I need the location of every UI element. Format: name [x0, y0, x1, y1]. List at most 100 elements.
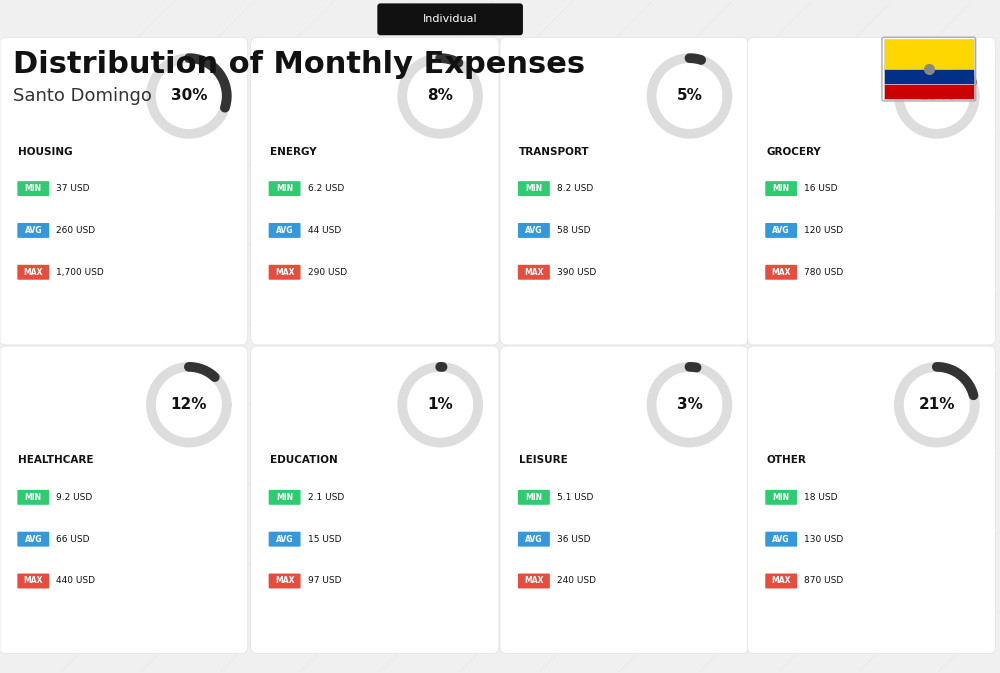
Circle shape — [909, 69, 964, 123]
FancyBboxPatch shape — [17, 490, 49, 505]
FancyBboxPatch shape — [17, 532, 49, 546]
Circle shape — [909, 378, 964, 432]
FancyBboxPatch shape — [765, 532, 797, 546]
FancyBboxPatch shape — [518, 532, 550, 546]
Text: 21%: 21% — [919, 397, 955, 413]
FancyBboxPatch shape — [518, 573, 550, 588]
FancyBboxPatch shape — [518, 490, 550, 505]
Text: Individual: Individual — [423, 14, 477, 24]
FancyBboxPatch shape — [269, 264, 301, 280]
Text: 3%: 3% — [677, 397, 702, 413]
Text: AVG: AVG — [772, 226, 790, 235]
FancyBboxPatch shape — [17, 223, 49, 238]
Text: MIN: MIN — [525, 493, 542, 502]
Text: 12%: 12% — [171, 397, 207, 413]
Text: 30%: 30% — [171, 88, 207, 104]
FancyBboxPatch shape — [269, 223, 301, 238]
FancyBboxPatch shape — [269, 573, 301, 588]
Text: 15 USD: 15 USD — [308, 534, 341, 544]
FancyBboxPatch shape — [518, 223, 550, 238]
Text: MAX: MAX — [275, 268, 294, 277]
Text: 18 USD: 18 USD — [804, 493, 838, 502]
Text: AVG: AVG — [772, 534, 790, 544]
Text: 58 USD: 58 USD — [557, 226, 590, 235]
Text: MIN: MIN — [276, 184, 293, 193]
FancyBboxPatch shape — [251, 37, 499, 345]
Text: MIN: MIN — [25, 493, 42, 502]
Text: 8.2 USD: 8.2 USD — [557, 184, 593, 193]
Text: 9.2 USD: 9.2 USD — [56, 493, 92, 502]
Text: 5.1 USD: 5.1 USD — [557, 493, 593, 502]
Text: MAX: MAX — [524, 268, 544, 277]
Text: OTHER: OTHER — [766, 456, 806, 466]
FancyBboxPatch shape — [500, 346, 748, 653]
FancyBboxPatch shape — [884, 84, 974, 99]
Text: 5%: 5% — [677, 88, 702, 104]
FancyBboxPatch shape — [765, 223, 797, 238]
FancyBboxPatch shape — [269, 490, 301, 505]
Text: MAX: MAX — [24, 268, 43, 277]
FancyBboxPatch shape — [269, 532, 301, 546]
FancyBboxPatch shape — [0, 37, 248, 345]
FancyBboxPatch shape — [377, 3, 523, 35]
Text: 6.2 USD: 6.2 USD — [308, 184, 344, 193]
FancyBboxPatch shape — [765, 573, 797, 588]
Text: MIN: MIN — [25, 184, 42, 193]
Text: 870 USD: 870 USD — [804, 577, 843, 586]
Text: 44 USD: 44 USD — [308, 226, 341, 235]
FancyBboxPatch shape — [747, 346, 996, 653]
Circle shape — [162, 69, 216, 123]
Text: 130 USD: 130 USD — [804, 534, 843, 544]
Text: 260 USD: 260 USD — [56, 226, 95, 235]
FancyBboxPatch shape — [500, 37, 748, 345]
Text: AVG: AVG — [276, 534, 293, 544]
FancyBboxPatch shape — [17, 573, 49, 588]
FancyBboxPatch shape — [884, 69, 974, 84]
FancyBboxPatch shape — [765, 490, 797, 505]
Circle shape — [162, 378, 216, 432]
Text: HOUSING: HOUSING — [18, 147, 73, 157]
Text: AVG: AVG — [525, 534, 543, 544]
Text: LEISURE: LEISURE — [519, 456, 568, 466]
FancyBboxPatch shape — [884, 39, 974, 69]
Text: AVG: AVG — [276, 226, 293, 235]
Text: MAX: MAX — [771, 577, 791, 586]
Text: 290 USD: 290 USD — [308, 268, 347, 277]
Text: 780 USD: 780 USD — [804, 268, 843, 277]
Text: 8%: 8% — [427, 88, 453, 104]
Text: Santo Domingo: Santo Domingo — [13, 87, 152, 105]
Text: MAX: MAX — [771, 268, 791, 277]
Circle shape — [413, 378, 467, 432]
Text: 120 USD: 120 USD — [804, 226, 843, 235]
Text: EDUCATION: EDUCATION — [270, 456, 337, 466]
Text: 1,700 USD: 1,700 USD — [56, 268, 104, 277]
Text: 19%: 19% — [919, 88, 955, 104]
Text: 16 USD: 16 USD — [804, 184, 838, 193]
Text: MAX: MAX — [275, 577, 294, 586]
FancyBboxPatch shape — [518, 264, 550, 280]
FancyBboxPatch shape — [0, 346, 248, 653]
Text: 240 USD: 240 USD — [557, 577, 596, 586]
Text: AVG: AVG — [25, 226, 42, 235]
Text: 66 USD: 66 USD — [56, 534, 90, 544]
Text: MIN: MIN — [773, 493, 790, 502]
Text: GROCERY: GROCERY — [766, 147, 821, 157]
Text: 390 USD: 390 USD — [557, 268, 596, 277]
Text: ENERGY: ENERGY — [270, 147, 316, 157]
Text: 2.1 USD: 2.1 USD — [308, 493, 344, 502]
Text: Distribution of Monthly Expenses: Distribution of Monthly Expenses — [13, 50, 585, 79]
Text: MAX: MAX — [524, 577, 544, 586]
FancyBboxPatch shape — [17, 181, 49, 196]
Text: AVG: AVG — [25, 534, 42, 544]
Text: MAX: MAX — [24, 577, 43, 586]
Text: 1%: 1% — [427, 397, 453, 413]
FancyBboxPatch shape — [747, 37, 996, 345]
FancyBboxPatch shape — [251, 346, 499, 653]
FancyBboxPatch shape — [518, 181, 550, 196]
FancyBboxPatch shape — [765, 264, 797, 280]
FancyBboxPatch shape — [765, 181, 797, 196]
FancyBboxPatch shape — [17, 264, 49, 280]
Text: 440 USD: 440 USD — [56, 577, 95, 586]
Circle shape — [413, 69, 467, 123]
Text: MIN: MIN — [276, 493, 293, 502]
